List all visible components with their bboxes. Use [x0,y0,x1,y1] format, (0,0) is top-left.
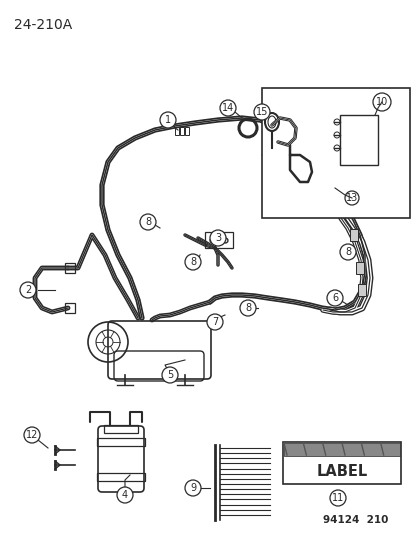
Text: 1: 1 [164,115,171,125]
Text: LABEL: LABEL [316,464,367,480]
Circle shape [240,300,255,316]
Bar [104,425,138,433]
Bar [97,473,145,481]
Text: 13: 13 [345,193,357,203]
Text: 8: 8 [145,217,151,227]
Circle shape [161,367,178,383]
Circle shape [329,490,345,506]
Circle shape [185,480,201,496]
Circle shape [20,282,36,298]
Bar [261,88,409,218]
Text: 6: 6 [331,293,337,303]
Bar [283,443,399,456]
Text: 9: 9 [190,483,196,493]
Circle shape [159,112,176,128]
Circle shape [206,314,223,330]
Circle shape [219,100,235,116]
Circle shape [344,191,358,205]
Text: 94124  210: 94124 210 [322,515,387,525]
Text: 7: 7 [211,317,218,327]
Bar [349,229,357,241]
Text: 2: 2 [25,285,31,295]
Text: 12: 12 [26,430,38,440]
Bar [282,442,400,484]
Text: 15: 15 [255,107,268,117]
Bar [185,127,189,135]
Circle shape [185,254,201,270]
Text: 8: 8 [190,257,196,267]
Text: 8: 8 [344,247,350,257]
Circle shape [326,290,342,306]
Circle shape [339,244,355,260]
Circle shape [209,230,225,246]
Text: 14: 14 [221,103,234,113]
Text: 3: 3 [214,233,221,243]
Bar [357,284,365,296]
Bar [204,232,233,248]
Bar [355,262,363,274]
Text: 5: 5 [166,370,173,380]
Text: 11: 11 [331,493,343,503]
Bar [175,127,178,135]
Text: 8: 8 [244,303,250,313]
Circle shape [117,487,133,503]
Bar [180,127,183,135]
Circle shape [372,93,390,111]
Text: 24-210A: 24-210A [14,18,72,32]
Bar [339,115,377,165]
Circle shape [24,427,40,443]
Text: 4: 4 [122,490,128,500]
Bar [65,303,75,313]
Circle shape [254,104,269,120]
Bar [65,263,75,273]
Bar [97,438,145,446]
Circle shape [140,214,156,230]
Text: 10: 10 [375,97,387,107]
